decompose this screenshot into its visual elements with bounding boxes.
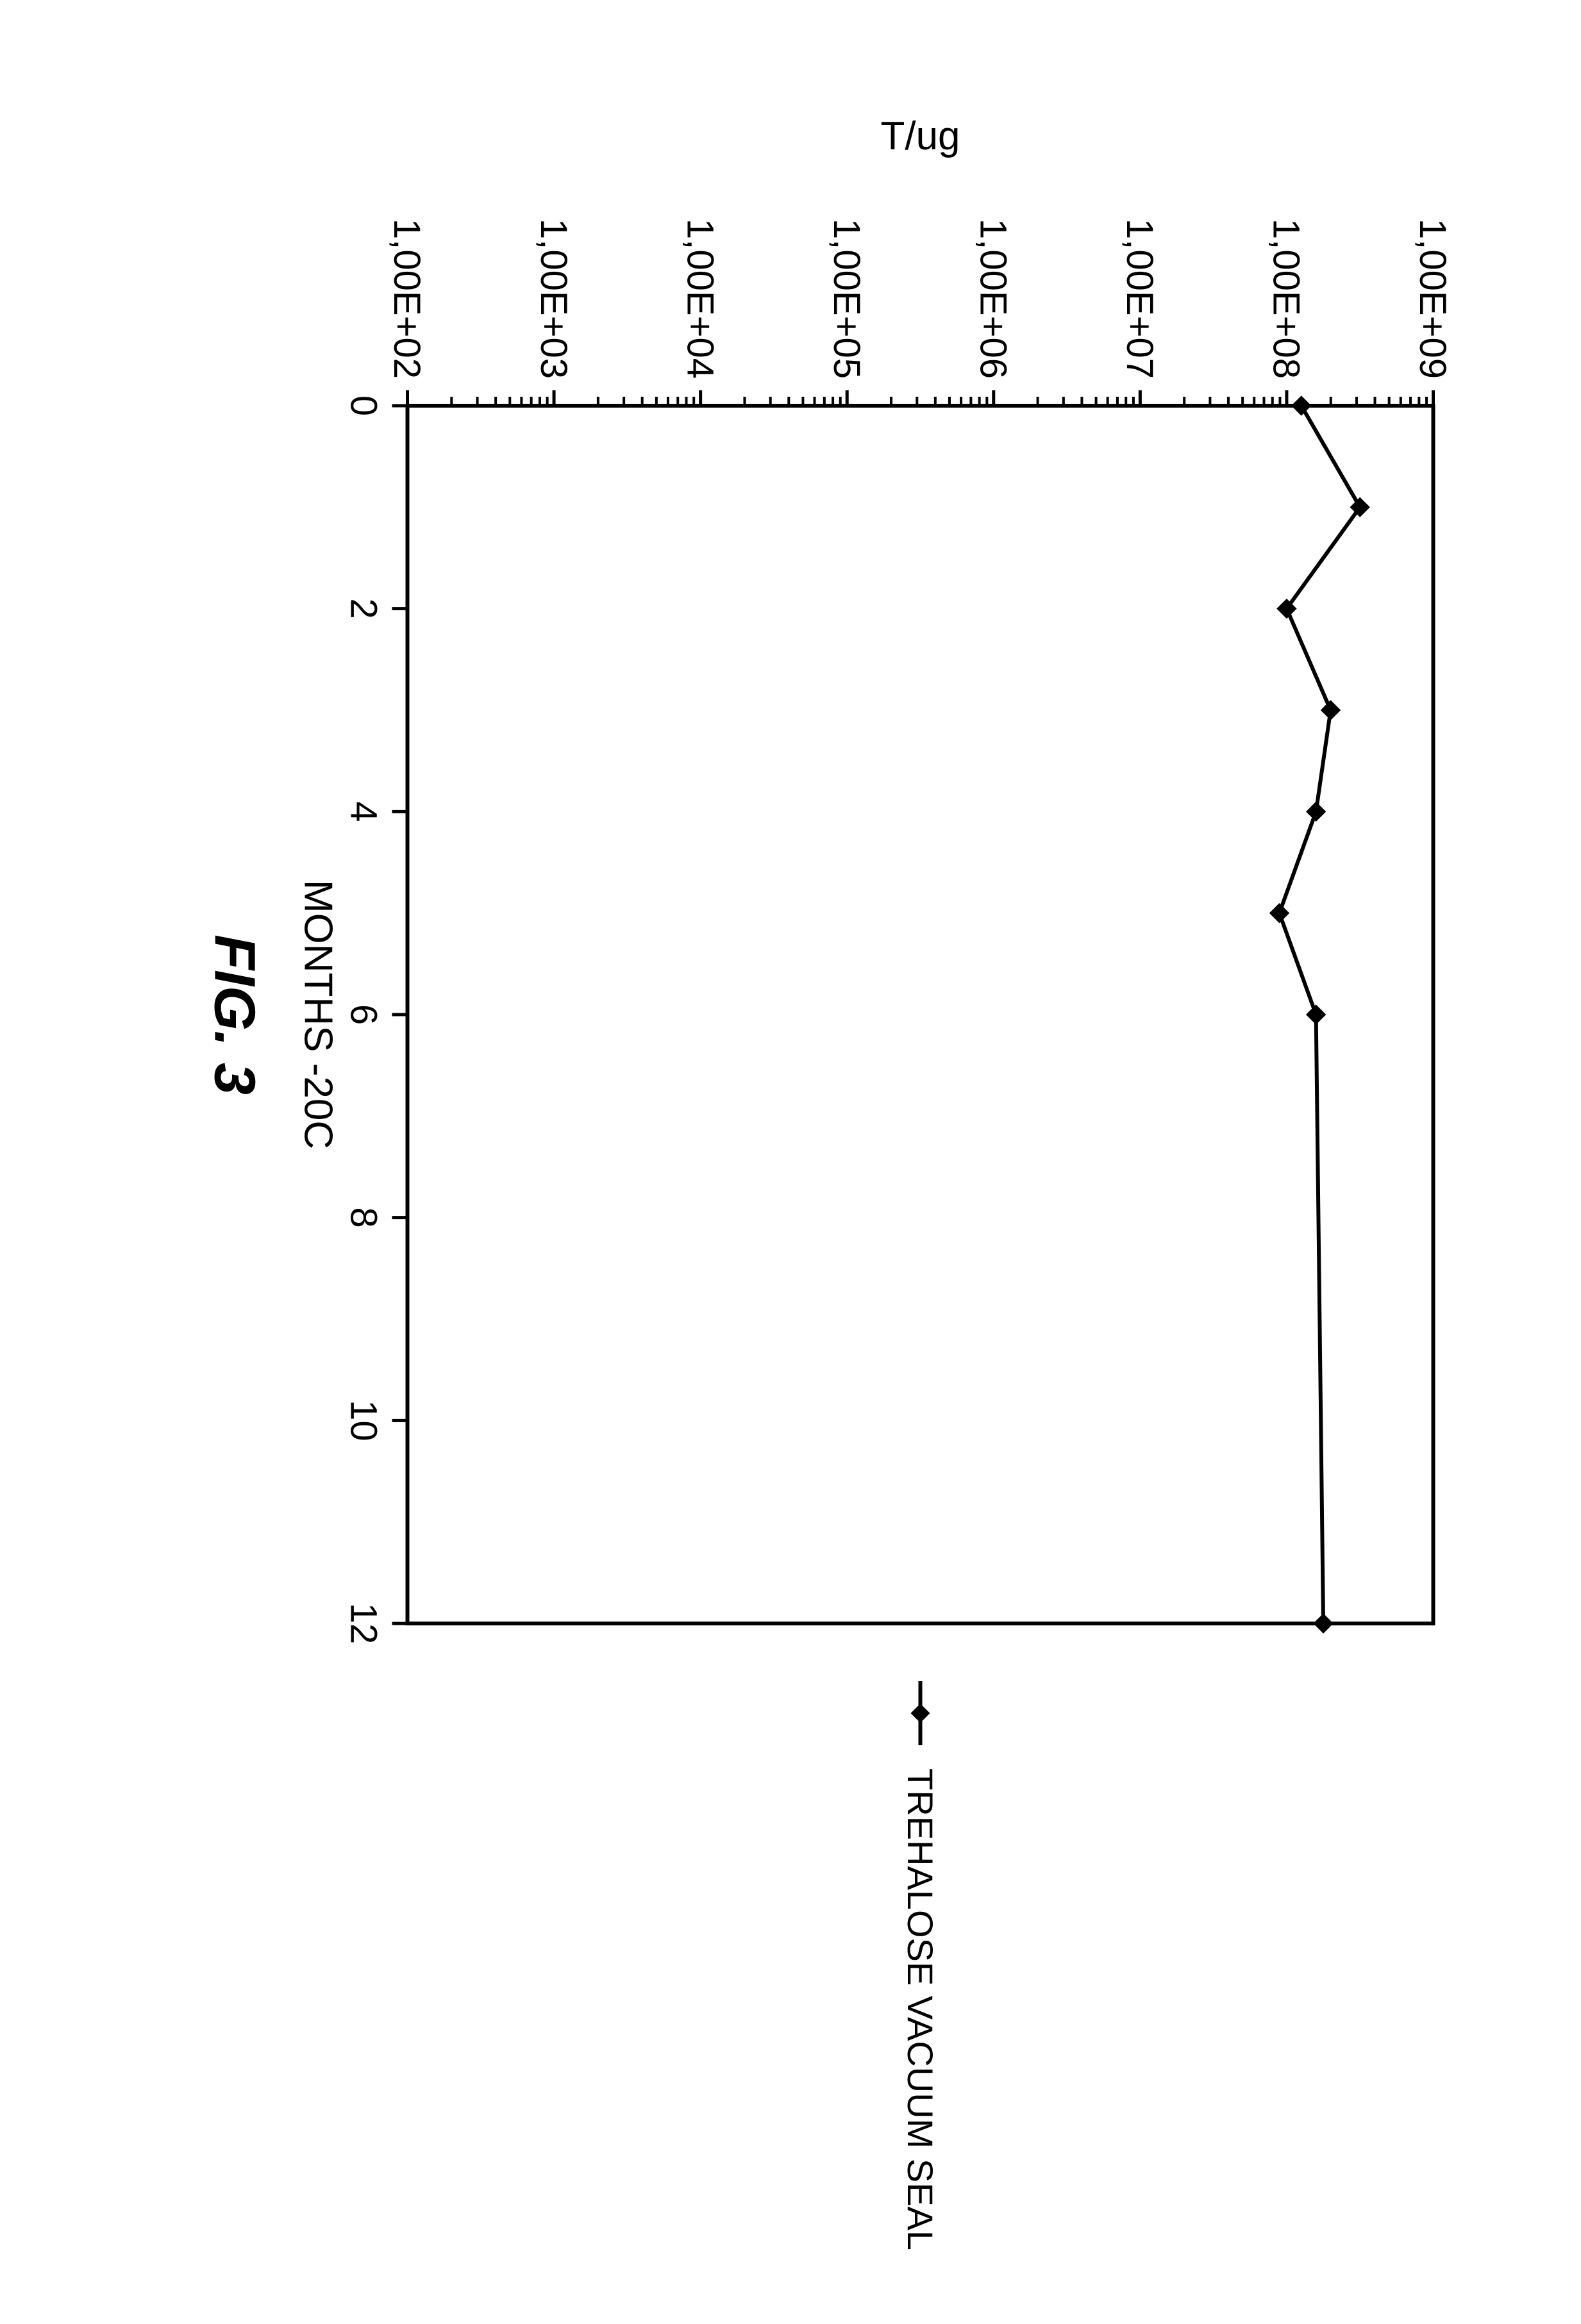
y-tick-label: 1,00E+07	[1119, 219, 1160, 379]
x-tick-label: 4	[343, 801, 385, 822]
x-tick-label: 12	[343, 1603, 385, 1645]
line-chart: 1,00E+02 1,00E+03 1,00E+04 1,00E+05 1,00E+06…	[23, 72, 1562, 2252]
y-axis-label: T/ug	[880, 114, 960, 158]
x-tick-label: 8	[343, 1208, 385, 1228]
figure-label: FIG. 3	[203, 934, 267, 1095]
y-tick-label: 1,00E+06	[972, 219, 1014, 379]
y-tick-label: 1,00E+02	[386, 219, 428, 379]
x-tick-label: 6	[343, 1004, 385, 1025]
y-tick-label: 1,00E+03	[533, 219, 574, 379]
y-tick-label: 1,00E+08	[1266, 219, 1307, 379]
x-tick-label: 2	[343, 599, 385, 619]
x-axis-label: MONTHS -20C	[296, 880, 340, 1149]
y-tick-label: 1,00E+09	[1412, 219, 1453, 379]
page: 1,00E+02 1,00E+03 1,00E+04 1,00E+05 1,00E+06…	[0, 0, 1581, 2324]
y-tick-label: 1,00E+05	[826, 219, 867, 379]
rotated-figure-wrapper: 1,00E+02 1,00E+03 1,00E+04 1,00E+05 1,00E+06…	[20, 72, 1562, 2252]
x-tick-label: 10	[343, 1400, 385, 1441]
y-tick-label: 1,00E+04	[679, 219, 721, 379]
x-tick-label: 0	[343, 395, 385, 416]
legend-label: TREHALOSE VACUUM SEALED	[900, 1768, 941, 2252]
